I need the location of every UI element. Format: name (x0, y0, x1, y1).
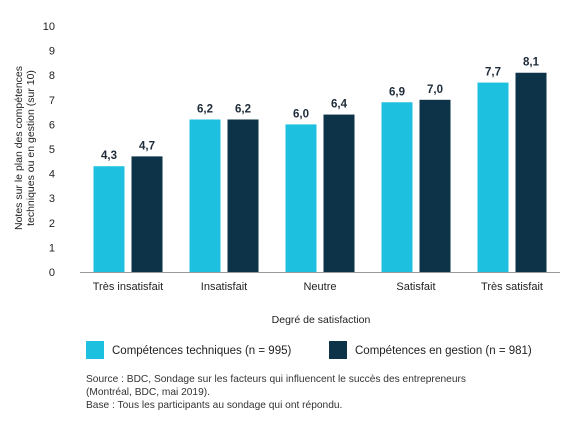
data-label: 6,4 (331, 99, 348, 111)
x-category-label: Insatisfait (201, 281, 247, 293)
legend: Compétences techniques (n = 995) Compéten… (86, 341, 532, 359)
y-tick-label: 3 (49, 193, 55, 205)
x-category-label: Très satisfait (481, 281, 543, 293)
x-category-label: Très insatisfait (93, 281, 164, 293)
y-tick-label: 2 (49, 218, 55, 230)
legend-swatch (329, 341, 347, 359)
y-tick-label: 0 (49, 267, 55, 279)
y-axis-title: Notes sur le plan des compétences techniq… (13, 66, 37, 230)
y-tick-label: 4 (49, 169, 55, 181)
y-tick-label: 8 (49, 70, 55, 82)
data-label: 7,7 (485, 67, 501, 79)
bar-management (419, 99, 451, 272)
y-axis-title-line: Notes sur le plan des compétences (13, 66, 25, 230)
bar-management (227, 119, 259, 272)
bar-technical (93, 166, 125, 272)
x-axis-title: Degré de satisfaction (272, 314, 371, 326)
data-label: 6,9 (389, 86, 405, 98)
y-tick-label: 7 (49, 95, 55, 107)
y-axis-ticks: 0 1 2 3 4 5 6 7 8 9 10 (43, 21, 55, 279)
source-line-1: Source : BDC, Sondage sur les facteurs q… (86, 374, 466, 385)
bar-technical (189, 119, 221, 272)
data-label: 7,0 (427, 84, 443, 96)
bars: 4,3 4,7 6,2 6,2 6,0 6,4 6,9 7,0 7,7 8,1 (93, 57, 547, 273)
data-label: 4,3 (101, 150, 117, 162)
source-note: Source : BDC, Sondage sur les facteurs q… (86, 373, 556, 412)
x-axis-categories: Très insatisfait Insatisfait Neutre Satisfa… (93, 281, 543, 293)
x-category-label: Satisfait (396, 281, 435, 293)
y-tick-label: 1 (49, 242, 55, 254)
data-label: 6,0 (293, 108, 309, 120)
bar-technical (285, 124, 317, 273)
y-tick-label: 9 (49, 46, 55, 58)
bar-technical (381, 102, 413, 272)
x-category-label: Neutre (303, 281, 336, 293)
bar-management (323, 114, 355, 272)
source-line-2: (Montréal, BDC, mai 2019). (86, 387, 210, 398)
data-label: 6,2 (197, 103, 213, 115)
bar-management (131, 156, 163, 272)
legend-label: Compétences techniques (n = 995) (112, 345, 291, 357)
y-tick-label: 10 (43, 21, 55, 33)
bar-management (515, 72, 547, 273)
y-axis-title-line: techniques ou en gestion (sur 10) (25, 70, 37, 226)
y-tick-label: 5 (49, 144, 55, 156)
y-tick-label: 6 (49, 119, 55, 131)
data-label: 4,7 (139, 140, 155, 152)
bar-technical (477, 82, 509, 272)
data-label: 8,1 (523, 57, 540, 69)
data-label: 6,2 (235, 103, 251, 115)
source-line-3: Base : Tous les participants au sondage … (86, 400, 343, 411)
legend-swatch (86, 341, 104, 359)
legend-label: Compétences en gestion (n = 981) (355, 345, 532, 357)
